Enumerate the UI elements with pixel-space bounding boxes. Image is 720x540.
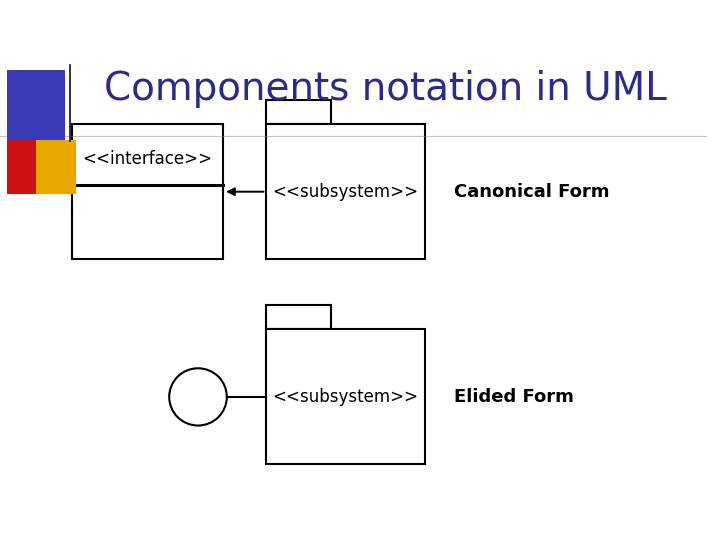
Bar (266, 305, 331, 329)
Bar (266, 100, 331, 124)
Text: Elided Form: Elided Form (454, 388, 573, 406)
Bar (266, 329, 425, 464)
Bar (7, 70, 65, 140)
Text: <<subsystem>>: <<subsystem>> (273, 388, 418, 406)
Text: Canonical Form: Canonical Form (454, 183, 609, 201)
Bar (266, 124, 425, 259)
Bar (72, 124, 223, 259)
Text: Components notation in UML: Components notation in UML (104, 70, 667, 108)
Text: <<interface>>: <<interface>> (83, 150, 212, 168)
Bar (7, 140, 54, 194)
Ellipse shape (169, 368, 227, 426)
Bar (36, 140, 76, 194)
Text: <<subsystem>>: <<subsystem>> (273, 183, 418, 201)
